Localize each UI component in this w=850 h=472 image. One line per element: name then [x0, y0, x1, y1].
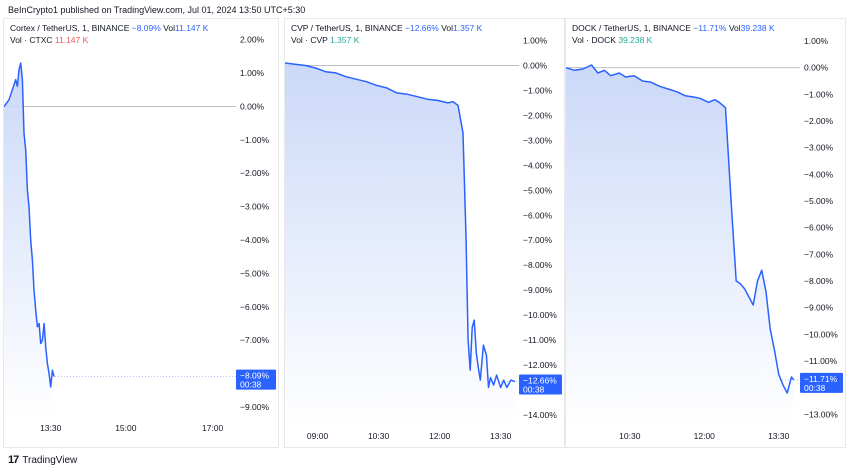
- y-tick-label: −5.00%: [523, 185, 553, 195]
- y-tick-label: −1.00%: [240, 135, 270, 145]
- y-tick-label: −13.00%: [804, 409, 838, 419]
- volume-value: 39.238 K: [740, 23, 775, 33]
- y-tick-label: −8.00%: [523, 260, 553, 270]
- y-tick-label: −3.00%: [523, 135, 553, 145]
- y-tick-label: −4.00%: [240, 235, 270, 245]
- y-tick-label: −3.00%: [804, 143, 834, 153]
- y-tick-label: −6.00%: [804, 223, 834, 233]
- volume-label: Vol · CTXC: [10, 35, 53, 45]
- y-tick-label: −9.00%: [240, 402, 270, 412]
- y-tick-label: −7.00%: [804, 249, 834, 259]
- x-tick-label: 13:30: [768, 431, 790, 441]
- tradingview-logo[interactable]: 17 TradingView: [8, 454, 77, 466]
- y-tick-label: −3.00%: [240, 202, 270, 212]
- series-area: [566, 65, 794, 425]
- y-tick-label: −11.00%: [804, 356, 838, 366]
- y-tick-label: 0.00%: [523, 60, 548, 70]
- symbol-title: Cortex / TetherUS, 1, BINANCE: [10, 23, 130, 33]
- series-line[interactable]: [566, 64, 795, 394]
- y-tick-label: −1.00%: [804, 89, 834, 99]
- change-value: −8.09%: [131, 23, 161, 33]
- volume-label: Vol · CVP: [291, 35, 328, 45]
- price-badge-value: −8.09%: [240, 371, 270, 381]
- x-tick-label: 12:00: [429, 431, 451, 441]
- series-area: [4, 63, 55, 417]
- volume-value: 1.357 K: [453, 23, 483, 33]
- volume-label-value: 39.238 K: [618, 35, 653, 45]
- volume-prefix: Vol: [728, 23, 741, 33]
- publish-info: BeInCrypto1 published on TradingView.com…: [8, 5, 306, 15]
- y-tick-label: −2.00%: [523, 110, 553, 120]
- y-tick-label: −1.00%: [523, 85, 553, 95]
- price-chart[interactable]: 1.00% 0.00% −1.00% −2.00% −3.00% −4.00% −5.00%…: [285, 19, 566, 449]
- x-tick-label: 17:00: [202, 423, 224, 433]
- symbol-header: DOCK / TetherUS, 1, BINANCE −11.71% Vol3…: [572, 23, 775, 33]
- y-tick-label: 1.00%: [523, 35, 548, 45]
- y-tick-label: −6.00%: [240, 302, 270, 312]
- x-tick-label: 12:00: [694, 431, 716, 441]
- volume-header: Vol · DOCK 39.238 K: [572, 35, 652, 45]
- y-tick-label: −14.00%: [523, 410, 557, 420]
- y-tick-label: 0.00%: [240, 101, 265, 111]
- y-tick-label: −2.00%: [240, 168, 270, 178]
- y-tick-label: 1.00%: [240, 68, 265, 78]
- symbol-header: CVP / TetherUS, 1, BINANCE −12.66% Vol1.…: [291, 23, 482, 33]
- y-tick-label: −5.00%: [804, 196, 834, 206]
- volume-header: Vol · CTXC 11.147 K: [10, 35, 88, 45]
- symbol-title: CVP / TetherUS, 1, BINANCE: [291, 23, 403, 33]
- price-badge-value: −11.71%: [804, 374, 838, 384]
- y-tick-label: −11.00%: [523, 335, 557, 345]
- x-tick-label: 10:30: [619, 431, 641, 441]
- price-badge-time: 00:38: [523, 385, 545, 395]
- chart-panel-dock[interactable]: DOCK / TetherUS, 1, BINANCE −11.71% Vol3…: [565, 18, 846, 448]
- x-tick-label: 15:00: [115, 423, 137, 433]
- y-tick-label: −4.00%: [523, 160, 553, 170]
- volume-prefix: Vol: [441, 23, 454, 33]
- y-tick-label: −4.00%: [804, 169, 834, 179]
- volume-header: Vol · CVP 1.357 K: [291, 35, 359, 45]
- y-tick-label: 2.00%: [240, 35, 265, 45]
- series-line[interactable]: [4, 62, 55, 388]
- brand-name: TradingView: [22, 454, 78, 466]
- y-tick-label: −2.00%: [804, 116, 834, 126]
- volume-value: 11.147 K: [175, 23, 209, 33]
- price-badge: [800, 372, 843, 393]
- price-badge-time: 00:38: [240, 380, 262, 390]
- y-tick-label: −8.00%: [804, 276, 834, 286]
- y-tick-label: −10.00%: [523, 310, 557, 320]
- y-tick-label: −7.00%: [523, 235, 553, 245]
- y-tick-label: −12.00%: [523, 360, 557, 370]
- price-chart[interactable]: 1.00% 0.00% −1.00% −2.00% −3.00% −4.00% −5.00%…: [566, 19, 847, 449]
- tradingview-logo-icon: 17: [8, 454, 19, 466]
- y-tick-label: −6.00%: [523, 210, 553, 220]
- x-tick-label: 13:30: [490, 431, 512, 441]
- x-tick-label: 13:30: [40, 423, 62, 433]
- series-line[interactable]: [285, 62, 516, 389]
- price-badge: [236, 369, 276, 390]
- y-tick-label: −10.00%: [804, 329, 838, 339]
- change-value: −11.71%: [693, 23, 727, 33]
- chart-panel-cvp[interactable]: CVP / TetherUS, 1, BINANCE −12.66% Vol1.…: [284, 18, 565, 448]
- y-tick-label: −7.00%: [240, 335, 270, 345]
- price-badge-value: −12.66%: [523, 376, 557, 386]
- price-badge: [519, 374, 562, 395]
- symbol-header: Cortex / TetherUS, 1, BINANCE −8.09% Vol…: [10, 23, 208, 33]
- volume-label-value: 1.357 K: [330, 35, 360, 45]
- y-tick-label: −5.00%: [240, 268, 270, 278]
- y-tick-label: −9.00%: [804, 303, 834, 313]
- price-chart[interactable]: 2.00% 1.00% 0.00% −1.00% −2.00% −3.00% −4.00% −…: [4, 19, 280, 449]
- y-tick-label: 0.00%: [804, 63, 829, 73]
- series-area: [285, 63, 515, 425]
- symbol-title: DOCK / TetherUS, 1, BINANCE: [572, 23, 691, 33]
- price-badge-time: 00:38: [804, 383, 826, 393]
- x-tick-label: 09:00: [307, 431, 329, 441]
- volume-prefix: Vol: [163, 23, 176, 33]
- volume-label: Vol · DOCK: [572, 35, 616, 45]
- y-tick-label: −9.00%: [523, 285, 553, 295]
- chart-panel-cortex[interactable]: Cortex / TetherUS, 1, BINANCE −8.09% Vol…: [3, 18, 279, 448]
- volume-label-value: 11.147 K: [54, 35, 89, 45]
- change-value: −12.66%: [405, 23, 439, 33]
- x-tick-label: 10:30: [368, 431, 390, 441]
- y-tick-label: 1.00%: [804, 36, 829, 46]
